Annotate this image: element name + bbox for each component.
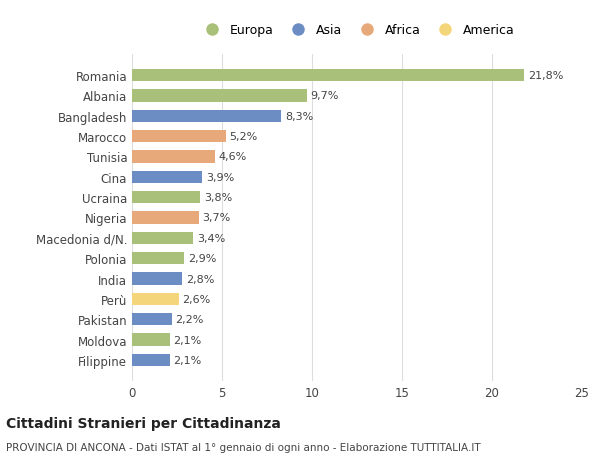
Bar — [132, 354, 170, 366]
Legend: Europa, Asia, Africa, America: Europa, Asia, Africa, America — [194, 19, 520, 42]
Bar — [132, 293, 179, 305]
Text: 3,7%: 3,7% — [202, 213, 230, 223]
Text: 5,2%: 5,2% — [229, 132, 257, 142]
Text: 8,3%: 8,3% — [285, 112, 313, 122]
Bar — [132, 171, 202, 184]
Bar — [132, 111, 281, 123]
Text: 2,6%: 2,6% — [182, 294, 211, 304]
Text: 9,7%: 9,7% — [310, 91, 338, 101]
Text: 3,8%: 3,8% — [204, 193, 232, 203]
Bar — [132, 151, 215, 163]
Bar — [132, 334, 170, 346]
Text: 2,1%: 2,1% — [173, 355, 202, 365]
Bar — [132, 192, 200, 204]
Text: 2,1%: 2,1% — [173, 335, 202, 345]
Text: Cittadini Stranieri per Cittadinanza: Cittadini Stranieri per Cittadinanza — [6, 416, 281, 430]
Text: 3,4%: 3,4% — [197, 233, 225, 243]
Text: 2,9%: 2,9% — [188, 254, 216, 263]
Text: 4,6%: 4,6% — [218, 152, 247, 162]
Bar — [132, 313, 172, 325]
Bar — [132, 273, 182, 285]
Bar — [132, 232, 193, 244]
Text: 3,9%: 3,9% — [206, 173, 234, 182]
Bar — [132, 212, 199, 224]
Bar — [132, 252, 184, 265]
Bar — [132, 131, 226, 143]
Text: 2,2%: 2,2% — [175, 314, 203, 325]
Text: 21,8%: 21,8% — [528, 71, 563, 81]
Text: PROVINCIA DI ANCONA - Dati ISTAT al 1° gennaio di ogni anno - Elaborazione TUTTI: PROVINCIA DI ANCONA - Dati ISTAT al 1° g… — [6, 442, 481, 452]
Bar — [132, 90, 307, 102]
Text: 2,8%: 2,8% — [186, 274, 214, 284]
Bar — [132, 70, 524, 82]
